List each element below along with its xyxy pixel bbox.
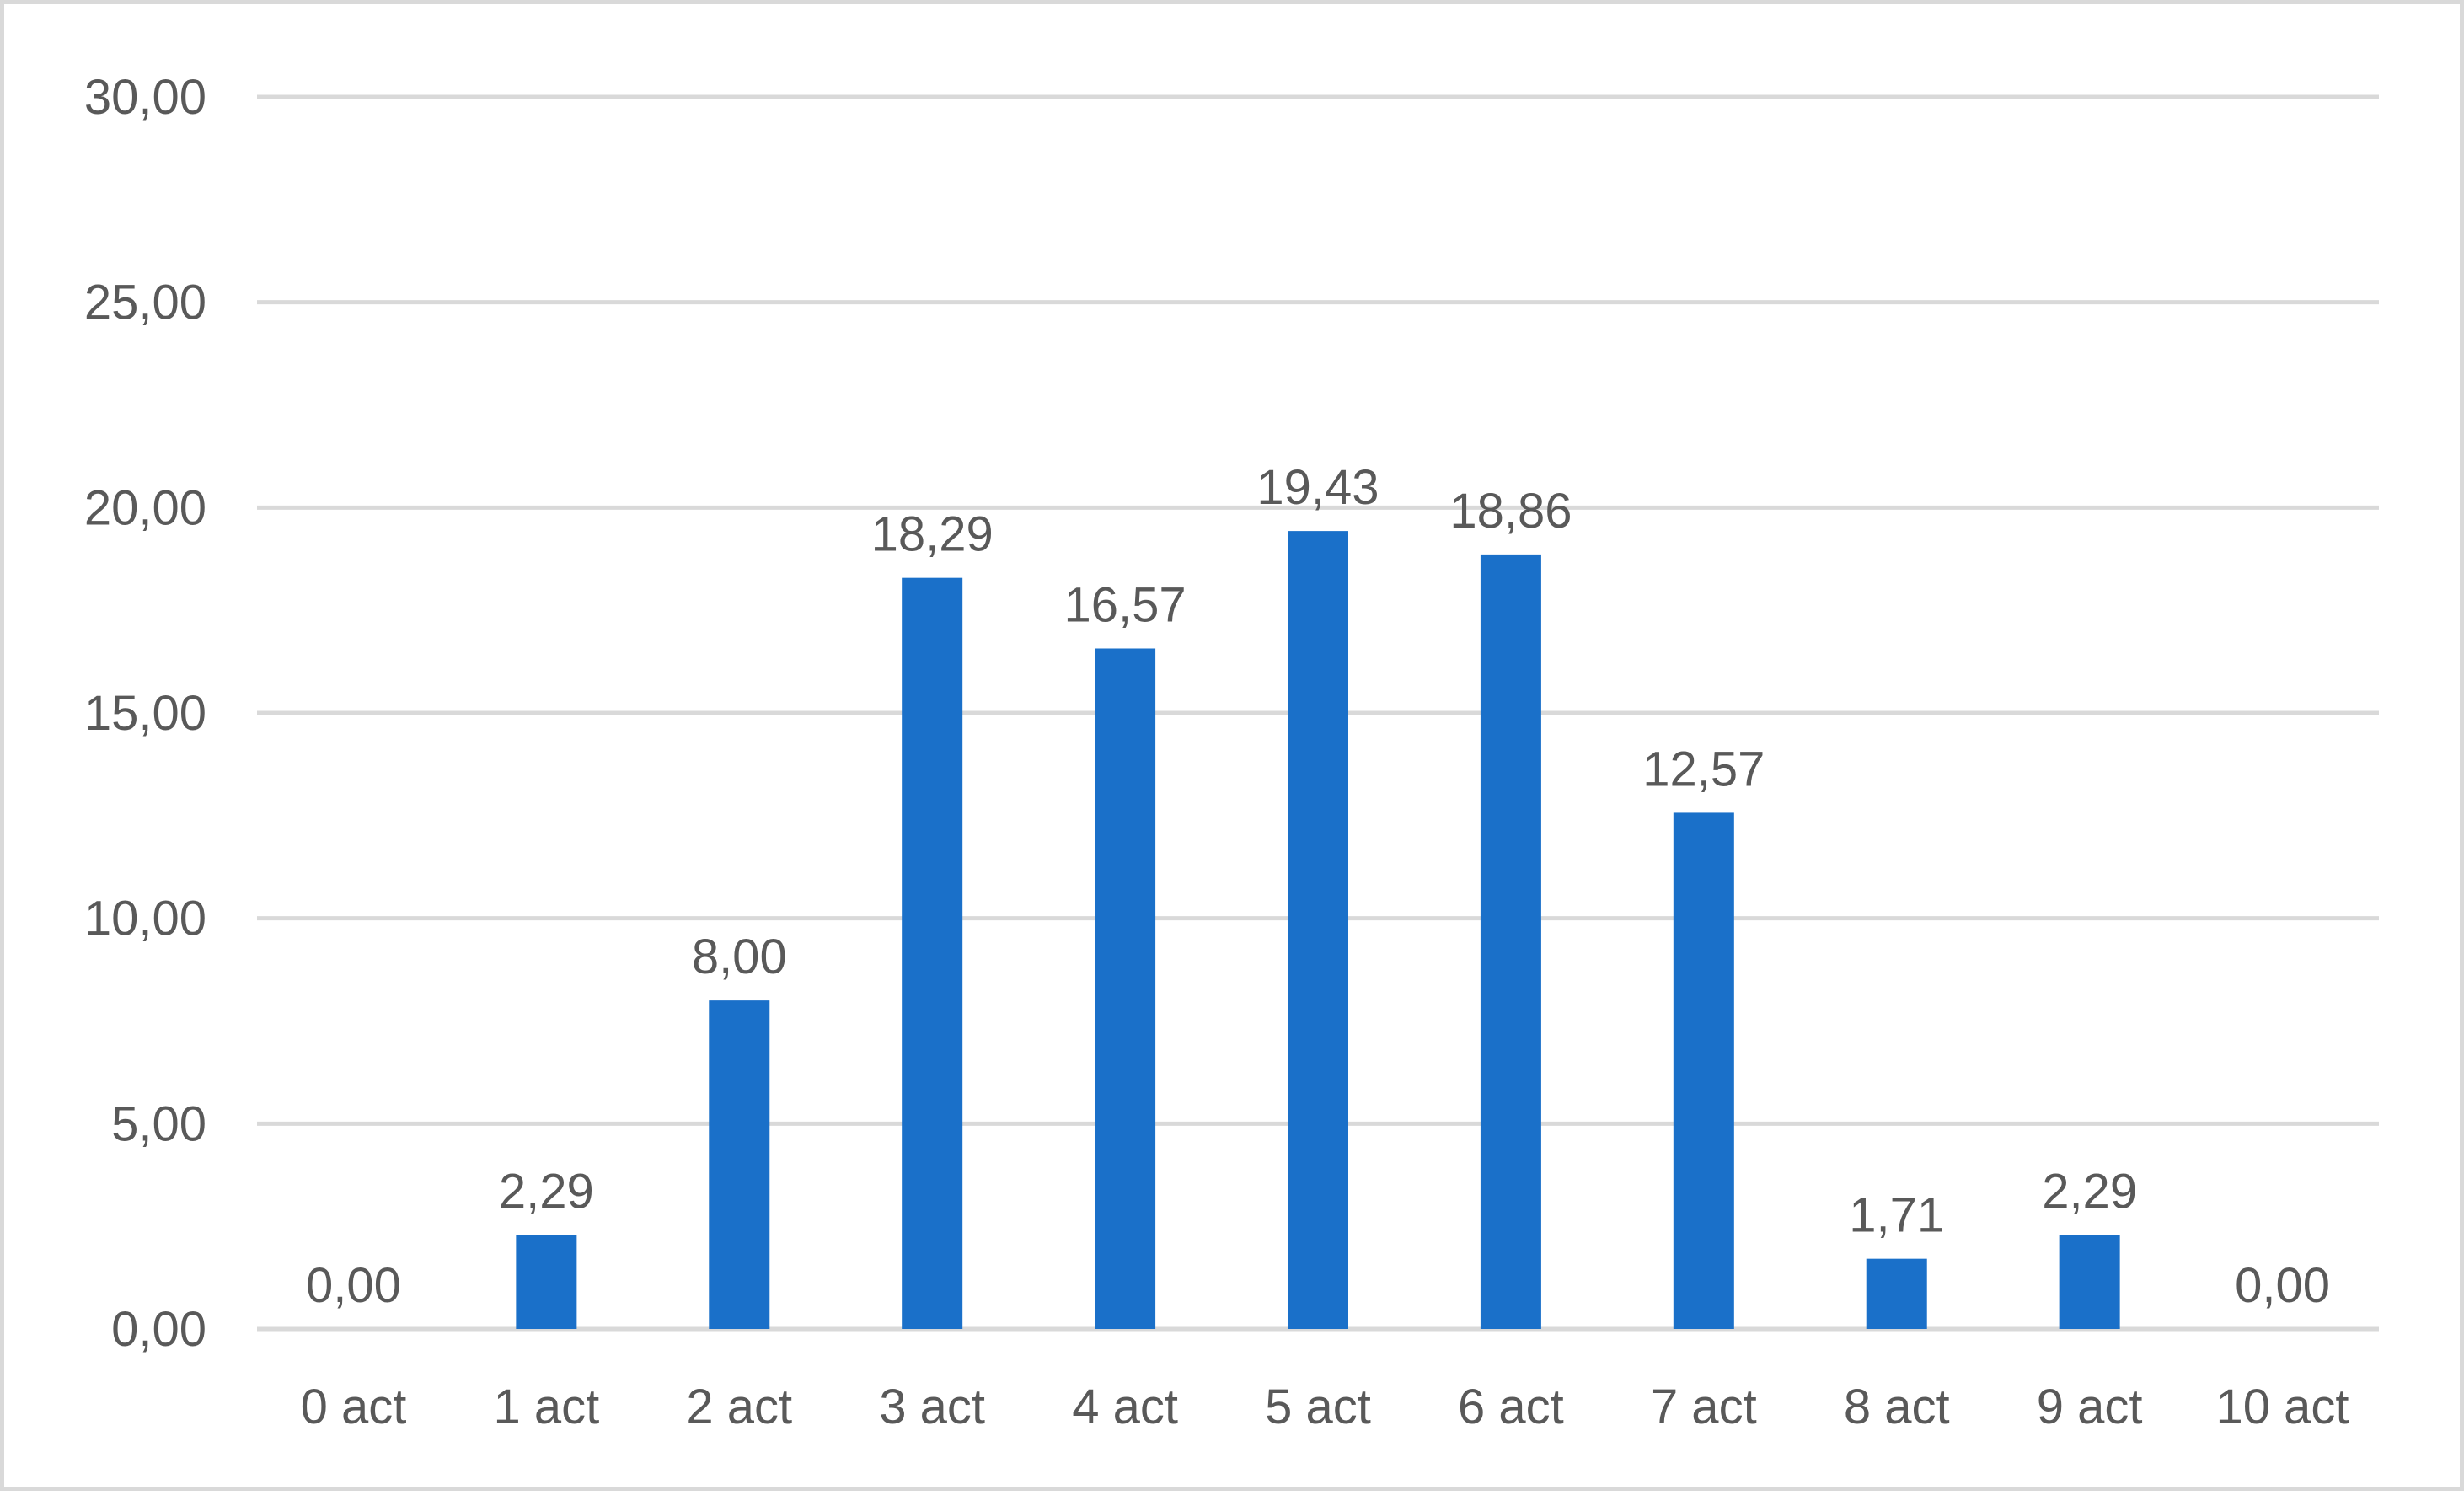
bar (2059, 1235, 2120, 1329)
x-tick-label: 10 act (2216, 1380, 2349, 1434)
data-labels: 0,00 2,29 8,00 18,29 16,57 19,43 18,86 12,57 1,7… (306, 460, 2330, 1313)
bar (1866, 1258, 1927, 1329)
x-tick-label: 5 act (1265, 1380, 1371, 1434)
x-tick-label: 0 act (301, 1380, 407, 1434)
data-label: 8,00 (692, 930, 787, 984)
data-label: 19,43 (1256, 460, 1379, 515)
x-axis-categories: 0 act 1 act 2 act 3 act 4 act 5 act 6 act 7 act… (301, 1380, 2349, 1434)
y-tick-label: 20,00 (84, 480, 206, 535)
y-tick-label: 10,00 (84, 892, 206, 946)
data-label: 18,29 (871, 507, 994, 562)
y-tick-label: 15,00 (84, 686, 206, 741)
y-tick-label: 30,00 (84, 70, 206, 125)
data-label: 12,57 (1642, 742, 1765, 796)
bars (516, 531, 2120, 1329)
x-tick-label: 9 act (2037, 1380, 2143, 1434)
data-label: 2,29 (2042, 1164, 2137, 1219)
x-tick-label: 4 act (1072, 1380, 1178, 1434)
data-label: 0,00 (2235, 1258, 2330, 1313)
x-tick-label: 2 act (686, 1380, 792, 1434)
x-tick-label: 3 act (879, 1380, 985, 1434)
bar (516, 1235, 577, 1329)
x-tick-label: 6 act (1458, 1380, 1564, 1434)
x-tick-label: 8 act (1844, 1380, 1950, 1434)
bar-chart: 0,00 5,00 10,00 15,00 20,00 25,00 30,00 0,00 2,… (84, 70, 2379, 1434)
bar (1480, 554, 1541, 1329)
data-label: 2,29 (499, 1164, 594, 1219)
x-tick-label: 7 act (1651, 1380, 1757, 1434)
data-label: 16,57 (1064, 577, 1186, 632)
bar (1095, 648, 1156, 1329)
y-axis-ticks: 0,00 5,00 10,00 15,00 20,00 25,00 30,00 (84, 70, 206, 1357)
y-tick-label: 5,00 (111, 1096, 206, 1151)
y-tick-label: 25,00 (84, 276, 206, 330)
bar (1288, 531, 1348, 1329)
data-label: 1,71 (1849, 1188, 1944, 1243)
data-label: 18,86 (1449, 484, 1572, 539)
x-tick-label: 1 act (493, 1380, 599, 1434)
y-tick-label: 0,00 (111, 1302, 206, 1357)
data-label: 0,00 (306, 1258, 401, 1313)
bar (709, 1000, 770, 1329)
bar (902, 577, 963, 1329)
bar (1673, 812, 1734, 1329)
